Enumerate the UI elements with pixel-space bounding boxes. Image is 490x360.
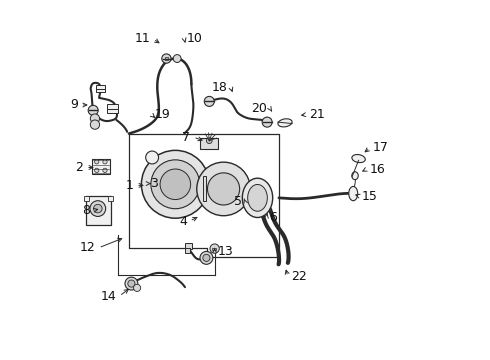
Ellipse shape <box>243 178 272 217</box>
FancyBboxPatch shape <box>108 196 113 202</box>
Circle shape <box>151 160 200 209</box>
Circle shape <box>90 114 99 123</box>
Text: 17: 17 <box>373 141 389 154</box>
FancyBboxPatch shape <box>185 243 192 249</box>
Circle shape <box>203 254 210 261</box>
FancyBboxPatch shape <box>84 196 89 202</box>
Text: 6: 6 <box>270 211 277 224</box>
Circle shape <box>210 244 220 253</box>
Ellipse shape <box>352 172 358 180</box>
Circle shape <box>88 105 98 115</box>
Circle shape <box>134 284 141 292</box>
Circle shape <box>262 117 272 127</box>
Circle shape <box>160 169 191 199</box>
FancyBboxPatch shape <box>96 85 104 89</box>
Text: 12: 12 <box>80 241 96 255</box>
Ellipse shape <box>247 184 268 211</box>
Text: 11: 11 <box>135 32 150 45</box>
Circle shape <box>207 173 240 205</box>
Text: 14: 14 <box>100 289 117 303</box>
Text: 19: 19 <box>154 108 170 121</box>
Text: 16: 16 <box>369 163 385 176</box>
FancyBboxPatch shape <box>185 248 190 253</box>
FancyBboxPatch shape <box>86 196 111 225</box>
Text: 9: 9 <box>70 99 78 112</box>
Circle shape <box>103 159 107 164</box>
Circle shape <box>94 204 102 213</box>
Circle shape <box>90 201 106 216</box>
FancyBboxPatch shape <box>203 176 206 202</box>
Circle shape <box>197 162 250 216</box>
Circle shape <box>128 280 135 287</box>
FancyBboxPatch shape <box>165 57 168 60</box>
Circle shape <box>95 159 99 164</box>
Text: 18: 18 <box>212 81 228 94</box>
Text: 22: 22 <box>291 270 306 283</box>
Circle shape <box>103 168 107 172</box>
Text: 15: 15 <box>362 190 378 203</box>
Ellipse shape <box>349 186 358 201</box>
FancyBboxPatch shape <box>200 138 218 149</box>
Circle shape <box>173 55 181 63</box>
Circle shape <box>95 168 99 172</box>
Text: 4: 4 <box>179 215 187 228</box>
Text: 1: 1 <box>125 179 133 192</box>
Text: 2: 2 <box>75 161 83 174</box>
Text: 8: 8 <box>82 204 90 217</box>
Circle shape <box>142 150 209 218</box>
Circle shape <box>90 120 99 129</box>
Text: 5: 5 <box>234 195 242 208</box>
Ellipse shape <box>352 154 366 163</box>
Circle shape <box>125 277 138 290</box>
FancyBboxPatch shape <box>107 109 118 113</box>
FancyBboxPatch shape <box>93 158 110 174</box>
Circle shape <box>146 151 159 164</box>
FancyBboxPatch shape <box>107 104 118 109</box>
FancyBboxPatch shape <box>96 89 104 93</box>
Text: 13: 13 <box>218 245 233 258</box>
Ellipse shape <box>278 119 292 127</box>
Circle shape <box>204 96 214 107</box>
Text: 3: 3 <box>149 177 157 190</box>
Text: 20: 20 <box>251 102 267 115</box>
Circle shape <box>162 54 171 63</box>
Circle shape <box>206 138 212 144</box>
Text: 21: 21 <box>309 108 325 121</box>
FancyBboxPatch shape <box>212 248 216 249</box>
Text: 7: 7 <box>182 131 190 144</box>
Circle shape <box>200 251 213 264</box>
Text: 10: 10 <box>187 32 203 45</box>
